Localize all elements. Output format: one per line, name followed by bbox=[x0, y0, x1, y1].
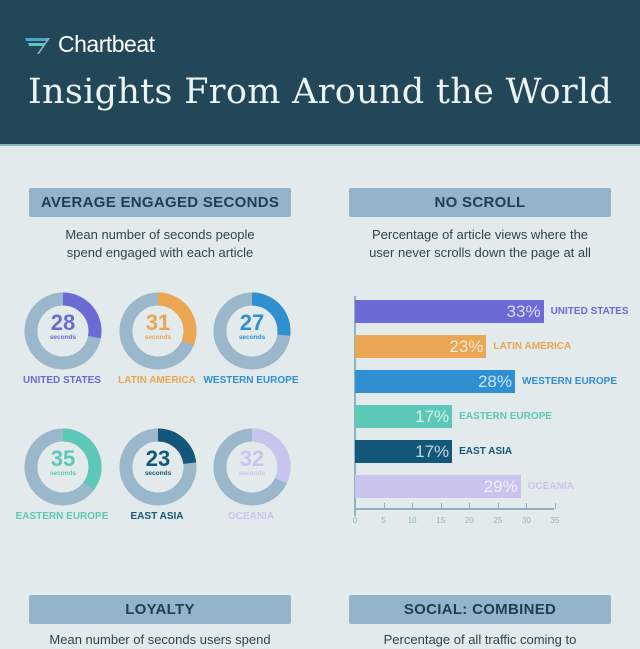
noscroll-subtitle-line1: Percentage of article views where the bbox=[371, 227, 589, 242]
noscroll-bar-chart: 33% UNITED STATES 23% LATIN AMERICA 28% WESTE… bbox=[340, 290, 640, 530]
donut-ring-icon bbox=[213, 428, 291, 506]
x-tick-label: 15 bbox=[436, 516, 446, 525]
bar-label: OCEANIA bbox=[527, 481, 574, 492]
donut-label: WESTERN EUROPE bbox=[203, 375, 299, 386]
x-tick bbox=[497, 503, 499, 509]
engaged-heading: AVERAGE ENGAGED SECONDS bbox=[29, 188, 291, 217]
donut-value: 27 bbox=[239, 310, 265, 335]
donut-label: EASTERN EUROPE bbox=[15, 511, 109, 522]
chartbeat-logo-icon bbox=[25, 37, 50, 54]
bar-eastern-europe: 17% bbox=[355, 405, 453, 428]
donut-eastern-europe: 35 seconds bbox=[24, 428, 102, 506]
bar-united-states: 33% bbox=[355, 300, 544, 323]
bar-label: WESTERN EUROPE bbox=[522, 376, 618, 387]
donut-label: OCEANIA bbox=[227, 511, 275, 522]
bar-value: 33% bbox=[506, 302, 541, 321]
x-tick-label: 30 bbox=[521, 516, 531, 525]
x-tick bbox=[469, 503, 471, 509]
social-heading: SOCIAL: COMBINED bbox=[349, 595, 611, 624]
donut-label: UNITED STATES bbox=[23, 375, 101, 386]
bar-east-asia: 17% bbox=[355, 440, 453, 463]
bar-latin-america: 23% bbox=[355, 335, 487, 358]
x-tick-label: 20 bbox=[464, 516, 474, 525]
donut-unit: seconds bbox=[49, 470, 77, 477]
header: Chartbeat Insights From Around the World bbox=[0, 0, 640, 146]
chartbeat-logo: Chartbeat bbox=[25, 31, 155, 58]
bar-value: 23% bbox=[449, 337, 484, 356]
donut-label: LATIN AMERICA bbox=[118, 375, 196, 386]
x-tick-label: 5 bbox=[381, 516, 386, 525]
engaged-subtitle-line1: Mean number of seconds people bbox=[65, 227, 255, 242]
bar-value: 28% bbox=[477, 372, 512, 391]
donut-unit: seconds bbox=[49, 334, 77, 341]
bar-label: EAST ASIA bbox=[459, 446, 513, 457]
donut-value: 35 bbox=[50, 446, 76, 471]
donut-unit: seconds bbox=[144, 334, 172, 341]
x-tick-label: 25 bbox=[493, 516, 503, 525]
bar-value: 17% bbox=[415, 407, 450, 426]
donut-unit: seconds bbox=[238, 470, 266, 477]
donut-unit: seconds bbox=[238, 334, 266, 341]
x-axis bbox=[354, 508, 554, 510]
brand-name: Chartbeat bbox=[58, 31, 155, 57]
donut-ring-icon bbox=[213, 292, 291, 370]
x-tick bbox=[526, 503, 528, 509]
x-tick bbox=[383, 503, 385, 509]
noscroll-heading: NO SCROLL bbox=[349, 188, 611, 217]
x-tick bbox=[355, 503, 356, 509]
x-tick bbox=[412, 503, 414, 509]
x-tick-label: 10 bbox=[407, 516, 417, 525]
noscroll-subtitle: Percentage of article views where the us… bbox=[340, 226, 620, 262]
bar-western-europe: 28% bbox=[355, 370, 515, 393]
x-tick-label: 35 bbox=[550, 516, 560, 525]
x-tick bbox=[440, 503, 442, 509]
donut-latin-america: 31 seconds bbox=[119, 292, 197, 370]
bar-label: UNITED STATES bbox=[550, 306, 629, 317]
donut-ring-icon bbox=[24, 292, 102, 370]
bar-label: EASTERN EUROPE bbox=[459, 411, 552, 422]
social-subtitle: Percentage of all traffic coming to bbox=[383, 632, 577, 647]
donut-oceania: 32 seconds bbox=[213, 428, 291, 506]
noscroll-subtitle-line2: user never scrolls down the page at all bbox=[369, 245, 591, 260]
bar-value: 29% bbox=[483, 477, 518, 496]
donut-united-states: 28 seconds bbox=[24, 292, 102, 370]
x-tick bbox=[555, 503, 556, 509]
donut-east-asia: 23 seconds bbox=[119, 428, 197, 506]
donut-value: 31 bbox=[145, 310, 171, 335]
donut-value: 23 bbox=[145, 446, 171, 471]
donut-ring-icon bbox=[119, 292, 197, 370]
donut-ring-icon bbox=[24, 428, 102, 506]
engaged-subtitle-line2: spend engaged with each article bbox=[66, 245, 254, 260]
donut-value: 28 bbox=[50, 310, 76, 335]
engaged-subtitle: Mean number of seconds people spend enga… bbox=[20, 226, 300, 262]
bar-oceania: 29% bbox=[355, 475, 521, 498]
loyalty-heading: LOYALTY bbox=[29, 595, 291, 624]
x-tick-label: 0 bbox=[352, 516, 358, 525]
bar-label: LATIN AMERICA bbox=[493, 341, 572, 352]
bar-value: 17% bbox=[415, 442, 450, 461]
donut-unit: seconds bbox=[144, 470, 172, 477]
donut-value: 32 bbox=[239, 446, 265, 471]
donut-western-europe: 27 seconds bbox=[213, 292, 291, 370]
page-title: Insights From Around the World bbox=[27, 72, 613, 112]
loyalty-subtitle: Mean number of seconds users spend bbox=[49, 632, 271, 647]
donut-ring-icon bbox=[119, 428, 197, 506]
donut-label: EAST ASIA bbox=[130, 511, 184, 522]
